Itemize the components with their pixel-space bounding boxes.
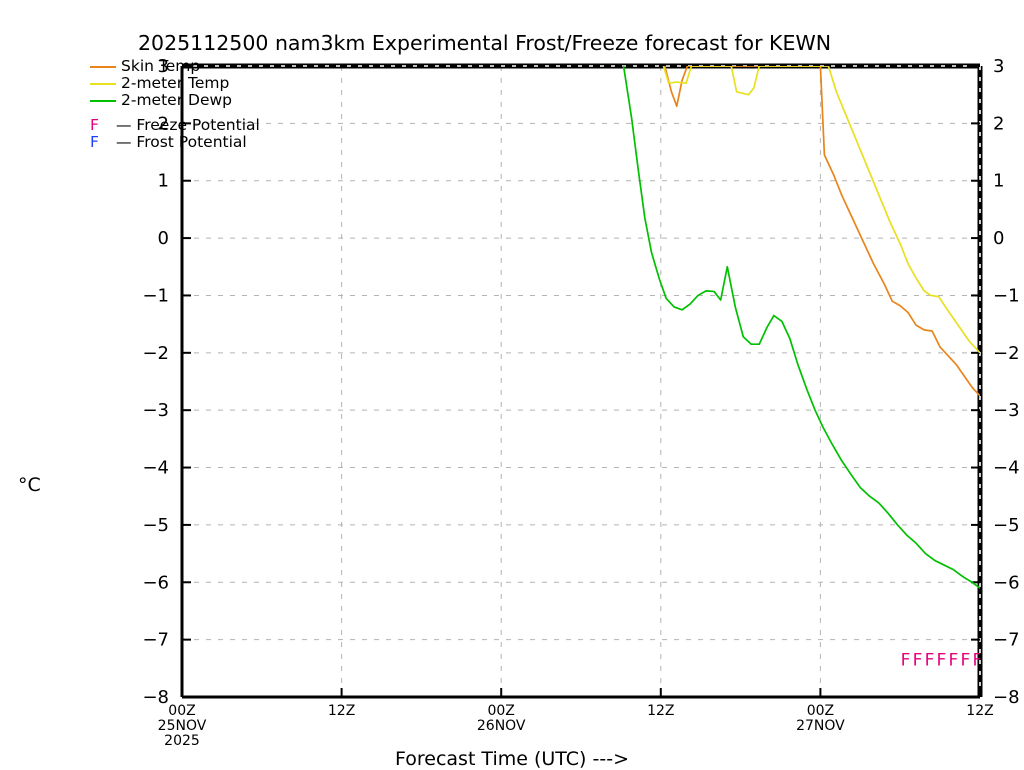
y-tick-label: 2 <box>993 113 1004 134</box>
x-tick-label-hour: 12Z <box>647 703 674 719</box>
legend-label-freeze-potential: — Freeze Potential <box>116 116 260 134</box>
legend-item-freeze-potential: F — Freeze Potential <box>90 117 260 134</box>
x-tick-label-date: 25NOV <box>158 718 207 734</box>
y-tick-label: 1 <box>993 171 1004 192</box>
series-air-temp <box>662 66 980 354</box>
y-axis-label: °C <box>18 474 41 496</box>
x-tick-label-date: 27NOV <box>796 718 845 734</box>
legend-swatch-skin-temp <box>90 65 116 68</box>
freeze-potential-marker: F <box>913 650 923 670</box>
y-tick-label: −2 <box>142 343 169 364</box>
y-tick-label: −7 <box>993 630 1020 651</box>
y-tick-label: −1 <box>142 285 169 306</box>
y-tick-label: −5 <box>993 515 1020 536</box>
x-tick-label-hour: 12Z <box>966 703 993 719</box>
page-title-clip: 2025112500 nam3km Experimental Frost/Fre… <box>138 28 1024 58</box>
legend-label-air-temp: 2-meter Temp <box>121 74 230 92</box>
page-title: 2025112500 nam3km Experimental Frost/Fre… <box>138 31 832 55</box>
y-tick-label: −7 <box>142 630 169 651</box>
x-tick-label-hour: 00Z <box>487 703 514 719</box>
y-tick-label: −3 <box>142 400 169 421</box>
x-tick-label-year: 2025 <box>164 733 200 749</box>
y-tick-label: −6 <box>142 572 169 593</box>
freeze-potential-marker: F <box>949 650 959 670</box>
legend-label-skin-temp: Skin Temp <box>121 57 201 75</box>
freeze-potential-glyph: F <box>90 116 99 134</box>
y-tick-label: 1 <box>158 171 169 192</box>
legend-item-dewpoint: 2-meter Dewp <box>90 92 260 109</box>
y-tick-label: −6 <box>993 572 1020 593</box>
legend: Skin Temp 2-meter Temp 2-meter Dewp F — … <box>90 58 260 151</box>
y-tick-label: 0 <box>158 228 169 249</box>
y-tick-label: 0 <box>993 228 1004 249</box>
legend-item-air-temp: 2-meter Temp <box>90 75 260 92</box>
freeze-potential-marker: F <box>937 650 947 670</box>
freeze-potential-marker: F <box>960 650 970 670</box>
legend-item-skin-temp: Skin Temp <box>90 58 260 75</box>
x-tick-label-hour: 00Z <box>168 703 195 719</box>
freeze-potential-marker: F <box>901 650 911 670</box>
x-tick-label-date: 26NOV <box>477 718 526 734</box>
freeze-potential-marker: F <box>972 650 982 670</box>
legend-swatch-air-temp <box>90 82 116 85</box>
legend-swatch-dewpoint <box>90 99 116 102</box>
y-tick-label: −4 <box>142 458 169 479</box>
x-tick-label-hour: 12Z <box>328 703 355 719</box>
y-tick-label: −8 <box>993 687 1020 708</box>
x-axis-label: Forecast Time (UTC) ---> <box>395 748 629 770</box>
y-tick-label: −3 <box>993 400 1020 421</box>
y-tick-label: −5 <box>142 515 169 536</box>
x-tick-label-hour: 00Z <box>807 703 834 719</box>
series-dewpoint <box>622 66 980 589</box>
y-tick-label: −1 <box>993 285 1020 306</box>
y-tick-label: −4 <box>993 458 1020 479</box>
legend-label-frost-potential: — Frost Potential <box>116 133 247 151</box>
frost-potential-glyph: F <box>90 133 99 151</box>
y-tick-label: −8 <box>142 687 169 708</box>
y-tick-label: 2 <box>158 113 169 134</box>
y-tick-label: −2 <box>993 343 1020 364</box>
freeze-potential-marker: F <box>925 650 935 670</box>
legend-item-frost-potential: F — Frost Potential <box>90 134 260 151</box>
y-tick-label: 3 <box>158 56 169 77</box>
legend-label-dewpoint: 2-meter Dewp <box>121 91 232 109</box>
series-skin-temp <box>663 66 980 397</box>
y-tick-label: 3 <box>993 56 1004 77</box>
